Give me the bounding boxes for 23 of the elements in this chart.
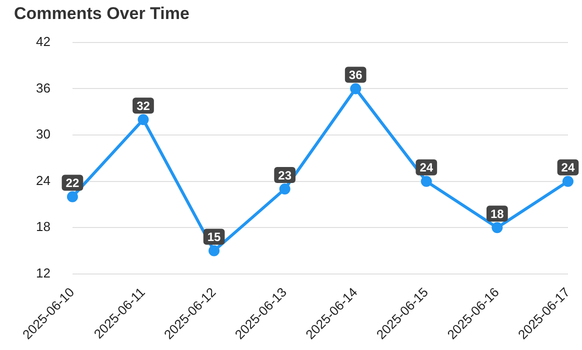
point xyxy=(208,245,220,256)
data-label: 23 xyxy=(278,168,292,182)
y-tick-label: 42 xyxy=(36,34,50,49)
chart-title: Comments Over Time xyxy=(14,4,190,23)
point xyxy=(138,114,149,126)
data-label: 32 xyxy=(136,98,150,113)
point xyxy=(562,176,574,187)
point xyxy=(66,191,78,202)
data-label: 15 xyxy=(207,230,222,244)
y-tick-label: 18 xyxy=(36,219,50,234)
data-label: 22 xyxy=(66,176,80,190)
data-label: 24 xyxy=(561,160,575,175)
y-tick-label: 12 xyxy=(36,266,50,281)
point xyxy=(350,83,362,94)
data-label: 24 xyxy=(420,160,434,175)
y-tick-label: 36 xyxy=(36,80,50,96)
data-label: 36 xyxy=(348,68,363,82)
data-label: 18 xyxy=(490,206,504,221)
point xyxy=(279,184,290,195)
y-tick-label: 30 xyxy=(36,126,50,142)
point xyxy=(492,222,503,234)
y-tick-label: 24 xyxy=(36,172,50,188)
point xyxy=(420,176,432,187)
